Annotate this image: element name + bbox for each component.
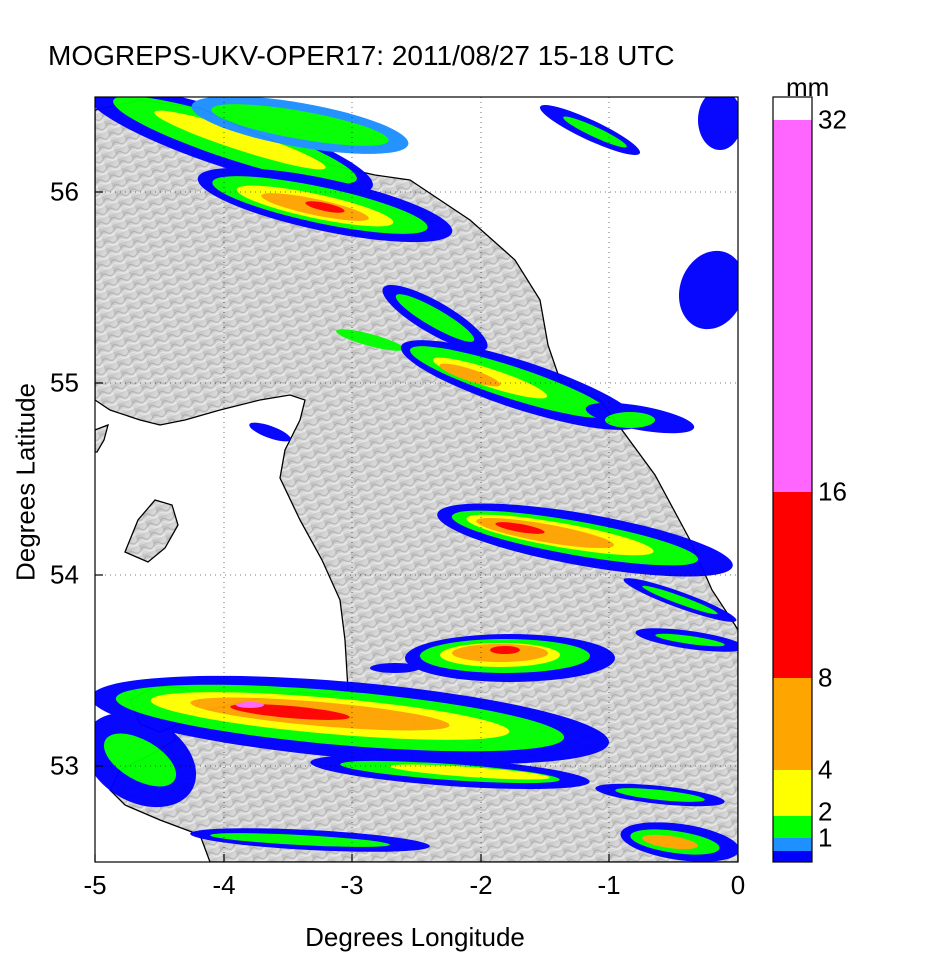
colorbar-segment (773, 838, 812, 851)
colorbar-segment (773, 120, 812, 492)
y-tick-label: 53 (50, 750, 79, 781)
tick-marks (94, 191, 739, 862)
precip-bands (95, 97, 738, 862)
colorbar-tick-label: 4 (818, 754, 833, 785)
x-tick-label: -5 (83, 870, 107, 900)
y-axis-label: Degrees Latitude (10, 382, 41, 582)
land-isle-of-man (124, 499, 179, 563)
x-tick-label: 0 (730, 870, 746, 900)
grid-lines (95, 97, 738, 862)
colorbar-segment (773, 97, 812, 120)
colorbar-segment (773, 492, 812, 678)
colorbar-segment (773, 770, 812, 816)
y-tick-label: 54 (50, 559, 79, 590)
colorbar (772, 96, 813, 863)
colorbar-tick-label: 8 (818, 662, 833, 693)
land-ireland-edge (95, 423, 109, 453)
colorbar-tick-label: 16 (818, 476, 847, 507)
colorbar-tick-label: 32 (818, 104, 847, 135)
y-tick-label: 55 (50, 367, 79, 398)
x-tick-label: -4 (212, 870, 236, 900)
x-tick-label: -1 (597, 870, 621, 900)
colorbar-segment (773, 678, 812, 770)
colorbar-unit: mm (786, 72, 830, 102)
colorbar-segment (773, 816, 812, 838)
map-title: MOGREPS-UKV-OPER17: 2011/08/27 15-18 UTC (48, 40, 675, 71)
colorbar-tick-label: 2 (818, 796, 833, 827)
plot-frame (94, 96, 739, 863)
x-tick-label: -3 (340, 870, 364, 900)
colorbar-tick-label: 1 (818, 822, 833, 853)
x-tick-label: -2 (469, 870, 493, 900)
colorbar-frame (772, 96, 813, 863)
x-axis-label: Degrees Longitude (305, 922, 525, 952)
y-tick-label: 56 (50, 176, 79, 207)
colorbar-segment (773, 851, 812, 862)
